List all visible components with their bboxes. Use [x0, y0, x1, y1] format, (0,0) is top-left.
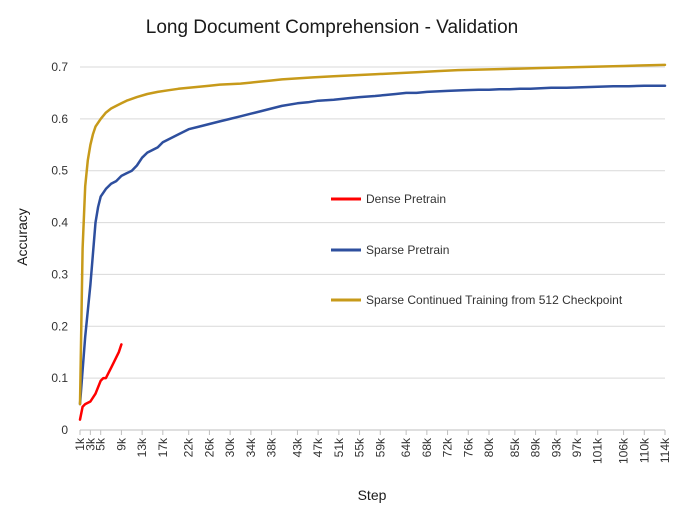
x-tick-label: 51k: [332, 437, 346, 457]
x-tick-label: 30k: [223, 437, 237, 457]
y-tick-label: 0: [61, 423, 68, 437]
x-tick-label: 72k: [441, 437, 455, 457]
y-tick-label: 0.6: [51, 112, 68, 126]
x-axis-label: Step: [358, 487, 387, 503]
x-tick-label: 13k: [135, 437, 149, 457]
x-tick-label: 1k: [73, 437, 87, 451]
legend-label: Dense Pretrain: [366, 192, 446, 206]
y-tick-label: 0.3: [51, 267, 68, 281]
x-tick-label: 68k: [420, 437, 434, 457]
x-tick-label: 59k: [373, 437, 387, 457]
y-tick-label: 0.1: [51, 371, 68, 385]
legend: Dense Pretrain Sparse Pretrain Sparse Cont…: [331, 192, 623, 307]
x-tick-label: 101k: [591, 437, 605, 464]
x-tick-label: 43k: [290, 437, 304, 457]
x-tick-label: 80k: [482, 437, 496, 457]
y-tick-label: 0.4: [51, 216, 68, 230]
x-tick-label: 34k: [244, 437, 258, 457]
series-line: [78, 63, 667, 406]
legend-label: Sparse Continued Training from 512 Check…: [366, 293, 623, 307]
x-tick-label: 17k: [156, 437, 170, 457]
x-tick-label: 47k: [311, 437, 325, 457]
x-tick-label: 110k: [637, 437, 651, 463]
series-line: [78, 84, 667, 406]
y-tick-label: 0.7: [51, 60, 68, 74]
chart-title: Long Document Comprehension - Validation: [146, 17, 518, 38]
gridlines: [80, 66, 665, 379]
series-lines: [78, 63, 667, 421]
x-tick-label: 9k: [114, 437, 128, 451]
x-tick-label: 22k: [182, 437, 196, 457]
x-tick-label: 76k: [461, 437, 475, 457]
x-tick-label: 85k: [508, 437, 522, 457]
y-tick-label: 0.2: [51, 319, 68, 333]
x-tick-label: 55k: [353, 437, 367, 457]
x-tick-label: 5k: [94, 437, 108, 451]
x-tick-label: 26k: [202, 437, 216, 457]
legend-label: Sparse Pretrain: [366, 243, 449, 257]
x-tick-label: 97k: [570, 437, 584, 457]
y-axis-label: Accuracy: [14, 208, 30, 266]
y-axis-ticks: 0 0.1 0.2 0.3 0.4 0.5 0.6 0.7: [51, 60, 68, 437]
x-tick-label: 93k: [549, 437, 563, 457]
x-tick-label: 114k: [658, 437, 672, 463]
x-tick-label: 64k: [399, 437, 413, 457]
x-tick-label: 89k: [529, 437, 543, 457]
x-tick-label: 3k: [83, 437, 97, 451]
x-tick-label: 38k: [265, 437, 279, 457]
x-tick-label: 106k: [617, 437, 631, 464]
y-tick-label: 0.5: [51, 164, 68, 178]
series-line: [78, 343, 123, 421]
